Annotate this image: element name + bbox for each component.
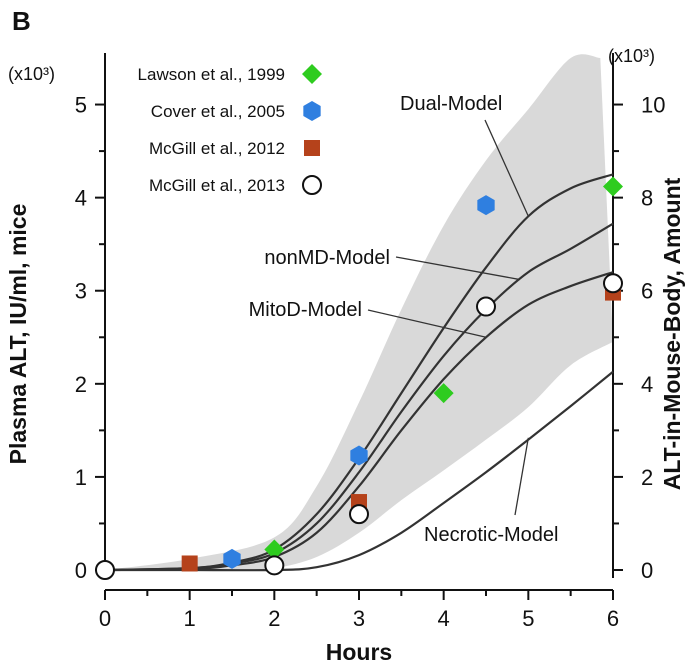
model-label-nonmd-model: nonMD-Model bbox=[264, 247, 390, 269]
legend-label: McGill et al., 2012 bbox=[149, 139, 285, 158]
model-label-mitod-model: MitoD-Model bbox=[249, 299, 362, 321]
data-point-circle bbox=[95, 560, 115, 580]
leader-line-mitod-model bbox=[367, 309, 487, 338]
y-tick-label: 4 bbox=[75, 186, 87, 211]
y-right-tick-label: 8 bbox=[641, 186, 653, 211]
data-point-circle bbox=[264, 555, 285, 576]
legend-marker bbox=[304, 140, 320, 156]
model-curve-necrotic-model bbox=[105, 370, 614, 572]
data-point-diamond bbox=[603, 176, 623, 197]
leader-line-dual-model bbox=[484, 119, 529, 217]
data-point-hexagon bbox=[350, 445, 368, 466]
data-points-layer bbox=[95, 176, 623, 580]
legend: Lawson et al., 1999 Cover et al., 2005 McG… bbox=[138, 64, 322, 195]
x-tick-label: 2 bbox=[268, 606, 280, 631]
x-axis-title: Hours bbox=[326, 639, 392, 665]
x-tick-label: 3 bbox=[353, 606, 365, 631]
data-point-square bbox=[181, 555, 198, 572]
y-tick-label: 5 bbox=[75, 93, 87, 118]
x-tick-label: 6 bbox=[607, 606, 619, 631]
legend-label: Cover et al., 2005 bbox=[151, 102, 285, 121]
legend-label: McGill et al., 2013 bbox=[149, 176, 285, 195]
confidence-band-layer bbox=[105, 54, 613, 571]
y-tick-label: 1 bbox=[75, 465, 87, 490]
data-point-hexagon bbox=[223, 548, 241, 569]
legend-marker bbox=[302, 64, 322, 84]
confidence-band bbox=[105, 54, 613, 571]
leader-line-necrotic-model bbox=[514, 437, 529, 516]
model-curve-mitod-model bbox=[104, 271, 614, 572]
model-label-dual-model: Dual-Model bbox=[400, 93, 502, 115]
panel-label: B bbox=[12, 6, 31, 36]
y-right-tick-label: 10 bbox=[641, 93, 665, 118]
legend-marker bbox=[303, 101, 321, 121]
y-right-axis-title: ALT-in-Mouse-Body, Amount bbox=[659, 177, 685, 490]
y-right-tick-label: 6 bbox=[641, 279, 653, 304]
y-right-tick-label: 2 bbox=[641, 465, 653, 490]
y-right-multiplier: (x10³) bbox=[608, 46, 655, 66]
legend-label: Lawson et al., 1999 bbox=[138, 65, 285, 84]
y-multiplier: (x10³) bbox=[8, 64, 55, 84]
x-tick-label: 1 bbox=[184, 606, 196, 631]
model-curve-nonmd-model bbox=[104, 222, 614, 572]
leader-line-nonmd-model bbox=[395, 256, 520, 281]
y-tick-label: 3 bbox=[75, 279, 87, 304]
x-tick-label: 4 bbox=[438, 606, 450, 631]
data-point-hexagon bbox=[477, 195, 495, 216]
data-point-circle bbox=[603, 273, 623, 294]
y-right-tick-label: 0 bbox=[641, 558, 653, 583]
y-right-tick-label: 4 bbox=[641, 372, 653, 397]
model-label-necrotic-model: Necrotic-Model bbox=[424, 524, 558, 546]
data-point-diamond bbox=[433, 383, 454, 404]
x-tick-label: 5 bbox=[522, 606, 534, 631]
legend-marker bbox=[302, 175, 322, 195]
y-axis-title: Plasma ALT, IU/ml, mice bbox=[5, 204, 31, 465]
data-point-circle bbox=[476, 296, 496, 317]
x-tick-label: 0 bbox=[99, 606, 111, 631]
data-point-circle bbox=[349, 504, 369, 525]
y-tick-label: 0 bbox=[75, 558, 87, 583]
chart-labels-layer: B Hours Plasma ALT, IU/ml, mice ALT-in-Mous… bbox=[5, 6, 685, 665]
data-point-diamond bbox=[264, 539, 285, 560]
y-tick-label: 2 bbox=[75, 372, 87, 397]
